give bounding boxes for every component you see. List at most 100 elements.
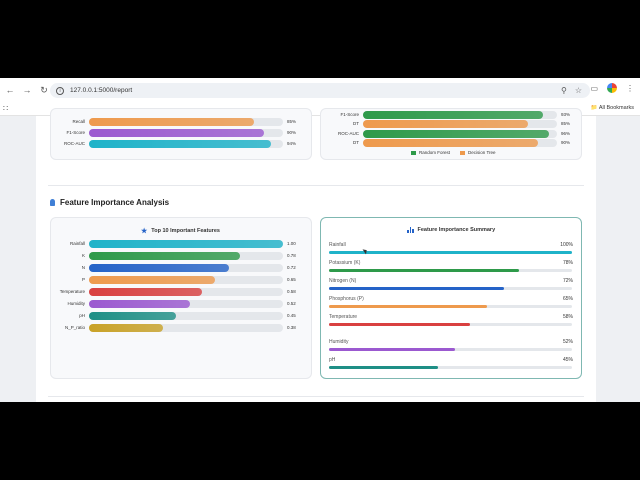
feature-label: pH (79, 313, 85, 318)
feature-track (89, 264, 283, 272)
feature-track (89, 312, 283, 320)
summary-feature-pct: 100% (560, 242, 573, 248)
summary-bar (329, 323, 470, 326)
feature-label: K (81, 253, 85, 258)
back-arrow-icon[interactable]: ← (5, 85, 15, 95)
site-info-icon[interactable]: i (56, 86, 64, 95)
feature-value: 1.00 (287, 241, 296, 246)
feature-value: 0.52 (287, 301, 296, 306)
reload-icon[interactable]: ↻ (40, 84, 48, 95)
comparison-value: 90% (561, 140, 571, 145)
feature-row: Temperature 0.58 (51, 288, 311, 296)
star-icon: ★ (141, 228, 148, 235)
feature-bar (89, 276, 216, 284)
feature-bar (89, 264, 229, 272)
summary-feature-name: Rainfall (329, 242, 346, 248)
feature-value: 0.65 (287, 277, 296, 282)
metric-track (89, 140, 283, 148)
summary-bar (329, 269, 519, 272)
comparison-legend: Random Forest Decision Tree (411, 150, 496, 155)
summary-bar (329, 305, 487, 308)
feature-track (89, 300, 283, 308)
summary-feature-pct: 45% (562, 357, 573, 363)
section-divider (48, 185, 584, 186)
summary-track (329, 366, 572, 369)
section-title: Feature Importance Analysis (60, 198, 170, 207)
feature-label: P (81, 277, 85, 282)
comparison-row: F1-Score 93% (321, 111, 581, 119)
summary-bar (329, 287, 504, 290)
feature-row: Humidity 0.52 (51, 300, 311, 308)
feature-label: N_P_ratio (64, 325, 85, 330)
metrics-card-left: Recall 85% F1-Score 90% ROC-AUC 94% (50, 108, 312, 160)
feature-track (89, 252, 283, 260)
comparison-row: DT 90% (321, 139, 581, 147)
metric-bar (89, 118, 254, 126)
feature-row: N 0.72 (51, 264, 311, 272)
extensions-icon[interactable]: ▭ (590, 83, 598, 93)
metric-value: 90% (287, 130, 297, 135)
report-container[interactable]: Recall 85% F1-Score 90% ROC-AUC 94% F1-Score 9… (36, 108, 596, 402)
profile-avatar[interactable] (607, 83, 617, 93)
apps-grid-icon[interactable]: ∷ (3, 104, 9, 113)
folder-icon: 📁 (590, 105, 598, 111)
metric-value: 85% (287, 119, 297, 124)
feature-value: 0.45 (287, 313, 296, 318)
all-bookmarks-button[interactable]: 📁 All Bookmarks (591, 105, 634, 111)
menu-dots-icon[interactable]: ⋮ (626, 83, 634, 93)
feature-row: K 0.78 (51, 252, 311, 260)
summary-bar (329, 348, 456, 351)
summary-track (329, 305, 572, 308)
url-text[interactable]: 127.0.0.1:5000/report (70, 87, 133, 94)
comparison-card-right: F1-Score 93% DT 85% ROC-AUC 96% DT 90% Random F… (320, 108, 582, 160)
legend-label: Random Forest (419, 150, 451, 155)
browser-window: ← → ↻ i 127.0.0.1:5000/report ⚲ ☆ ▭ ⋮ ∷ … (0, 78, 640, 402)
browser-toolbar: ← → ↻ i 127.0.0.1:5000/report ⚲ ☆ ▭ ⋮ (0, 78, 640, 102)
feature-value: 0.38 (287, 325, 296, 330)
metric-row: Recall 85% (51, 118, 311, 126)
address-bar[interactable]: i 127.0.0.1:5000/report ⚲ ☆ (50, 83, 590, 98)
feature-row: Rainfall 1.00 (51, 240, 311, 248)
comparison-track (363, 139, 557, 147)
forward-arrow-icon[interactable]: → (22, 85, 32, 95)
zoom-icon[interactable]: ⚲ (560, 86, 567, 95)
feature-bar (89, 312, 177, 320)
section-heading: Feature Importance Analysis (50, 198, 169, 207)
feature-track (89, 240, 283, 248)
feature-label: Humidity (67, 301, 85, 306)
metric-bar (89, 140, 272, 148)
summary-feature-pct: 72% (562, 278, 573, 284)
summary-bar (329, 366, 439, 369)
summary-feature-name: Phosphorus (P) (329, 296, 364, 302)
comparison-value: 85% (561, 121, 571, 126)
comparison-bar (363, 139, 538, 147)
legend-swatch (460, 150, 466, 155)
bottom-divider (48, 396, 584, 397)
feature-value: 0.78 (287, 253, 296, 258)
summary-feature-name: Temperature (329, 314, 358, 320)
summary-track (329, 251, 572, 254)
feature-track (89, 276, 283, 284)
feature-track (89, 324, 283, 332)
metric-row: F1-Score 90% (51, 129, 311, 137)
summary-feature-name: Potassium (K) (329, 260, 361, 266)
metric-row: ROC-AUC 94% (51, 140, 311, 148)
comparison-value: 96% (561, 131, 571, 136)
legend-item: Decision Tree (460, 150, 496, 155)
feature-track (89, 288, 283, 296)
comparison-track (363, 130, 557, 138)
all-bookmarks-label: All Bookmarks (598, 105, 634, 111)
bar-chart-icon (407, 227, 414, 233)
lightbulb-icon (50, 199, 55, 206)
comparison-label: DT (353, 121, 359, 126)
feature-row: N_P_ratio 0.38 (51, 324, 311, 332)
feature-label: N (81, 265, 85, 270)
feature-row: pH 0.45 (51, 312, 311, 320)
metric-bar (89, 129, 264, 137)
feature-bar (89, 324, 163, 332)
comparison-label: ROC-AUC (338, 131, 359, 136)
bookmark-star-icon[interactable]: ☆ (574, 86, 582, 95)
summary-feature-pct: 52% (562, 339, 573, 345)
comparison-bar (363, 111, 544, 119)
legend-label: Decision Tree (468, 150, 496, 155)
